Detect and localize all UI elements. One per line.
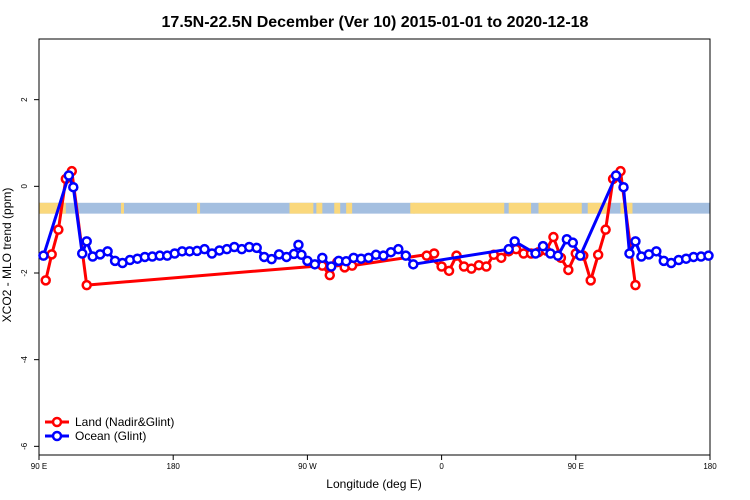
data-point: [618, 181, 629, 193]
y-axis-label: XCO2 - MLO trend (ppm): [0, 188, 14, 323]
land-segment: [587, 202, 609, 214]
data-point: [600, 224, 611, 235]
data-point: [317, 252, 328, 264]
data-point: [575, 250, 586, 261]
data-point: [421, 250, 432, 261]
data-point: [624, 248, 635, 259]
x-tick-label: 90 E: [31, 462, 47, 471]
data-point: [324, 269, 336, 281]
data-point: [81, 236, 92, 247]
land-segment: [121, 202, 124, 214]
plot-frame: [38, 38, 711, 456]
data-point: [585, 275, 596, 286]
data-point: [563, 264, 574, 276]
data-point: [703, 250, 714, 261]
legend-marker: [51, 416, 63, 428]
data-point: [443, 265, 455, 277]
data-point: [296, 249, 307, 261]
data-point: [530, 248, 541, 259]
data-point: [76, 248, 88, 259]
data-point: [630, 236, 641, 247]
land-segment: [508, 202, 532, 214]
land-segment: [413, 202, 505, 214]
y-tick-label: -2: [20, 269, 29, 277]
data-point: [81, 279, 92, 291]
land-segment: [39, 202, 66, 214]
data-point: [592, 249, 604, 261]
x-tick-label: 90 E: [568, 462, 584, 471]
legend-label: Land (Nadir&Glint): [75, 415, 174, 429]
data-point: [552, 250, 564, 261]
data-point: [481, 261, 492, 272]
axes: 90 E 180 90 W 0 90 E 180 2 0 -2 -4 -6: [20, 38, 717, 471]
land-segment: [316, 202, 323, 214]
series-layer: [38, 165, 714, 291]
land-segment: [346, 202, 353, 214]
data-point: [436, 261, 447, 272]
y-tick-label: 2: [20, 97, 29, 102]
series-land: [40, 165, 641, 291]
data-point: [548, 231, 559, 243]
data-point: [266, 253, 277, 265]
legend-label: Ocean (Glint): [75, 429, 146, 443]
land-segment: [197, 202, 201, 214]
data-point: [309, 259, 321, 270]
x-tick-label: 180: [167, 462, 181, 471]
data-point: [651, 246, 662, 257]
x-axis-label: Longitude (deg E): [326, 477, 421, 491]
x-tick-label: 90 W: [298, 462, 317, 471]
legend-marker: [51, 430, 63, 442]
data-point: [53, 224, 64, 235]
x-tick-label: 180: [703, 462, 717, 471]
land-segment: [289, 202, 314, 214]
land-segment: [538, 202, 582, 214]
data-point: [408, 259, 419, 270]
x-tick-label: 0: [439, 462, 444, 471]
data-point: [68, 181, 79, 193]
data-point: [495, 252, 507, 264]
y-tick-label: -4: [20, 356, 29, 364]
data-point: [537, 240, 549, 252]
data-point: [251, 242, 262, 254]
ocean-band: [39, 202, 710, 214]
land-segment: [334, 202, 341, 214]
land-segment: [410, 202, 415, 214]
data-point: [610, 170, 622, 181]
data-point: [38, 250, 49, 261]
data-point: [630, 279, 641, 291]
data-point: [102, 246, 113, 257]
data-point: [293, 239, 304, 251]
data-point: [199, 243, 210, 255]
legend: Land (Nadir&Glint)Ocean (Glint): [45, 415, 174, 443]
data-point: [40, 275, 51, 286]
data-point: [503, 243, 514, 255]
y-tick-label: 0: [20, 184, 29, 189]
data-point: [567, 237, 579, 248]
chart-title: 17.5N-22.5N December (Ver 10) 2015-01-01…: [162, 14, 589, 31]
data-point: [63, 170, 75, 181]
data-point: [393, 243, 404, 255]
data-point: [400, 250, 412, 261]
data-point: [326, 261, 337, 272]
data-point: [509, 236, 520, 247]
data-point: [46, 249, 57, 260]
series-ocean: [38, 170, 714, 272]
y-tick-label: -6: [20, 442, 29, 450]
